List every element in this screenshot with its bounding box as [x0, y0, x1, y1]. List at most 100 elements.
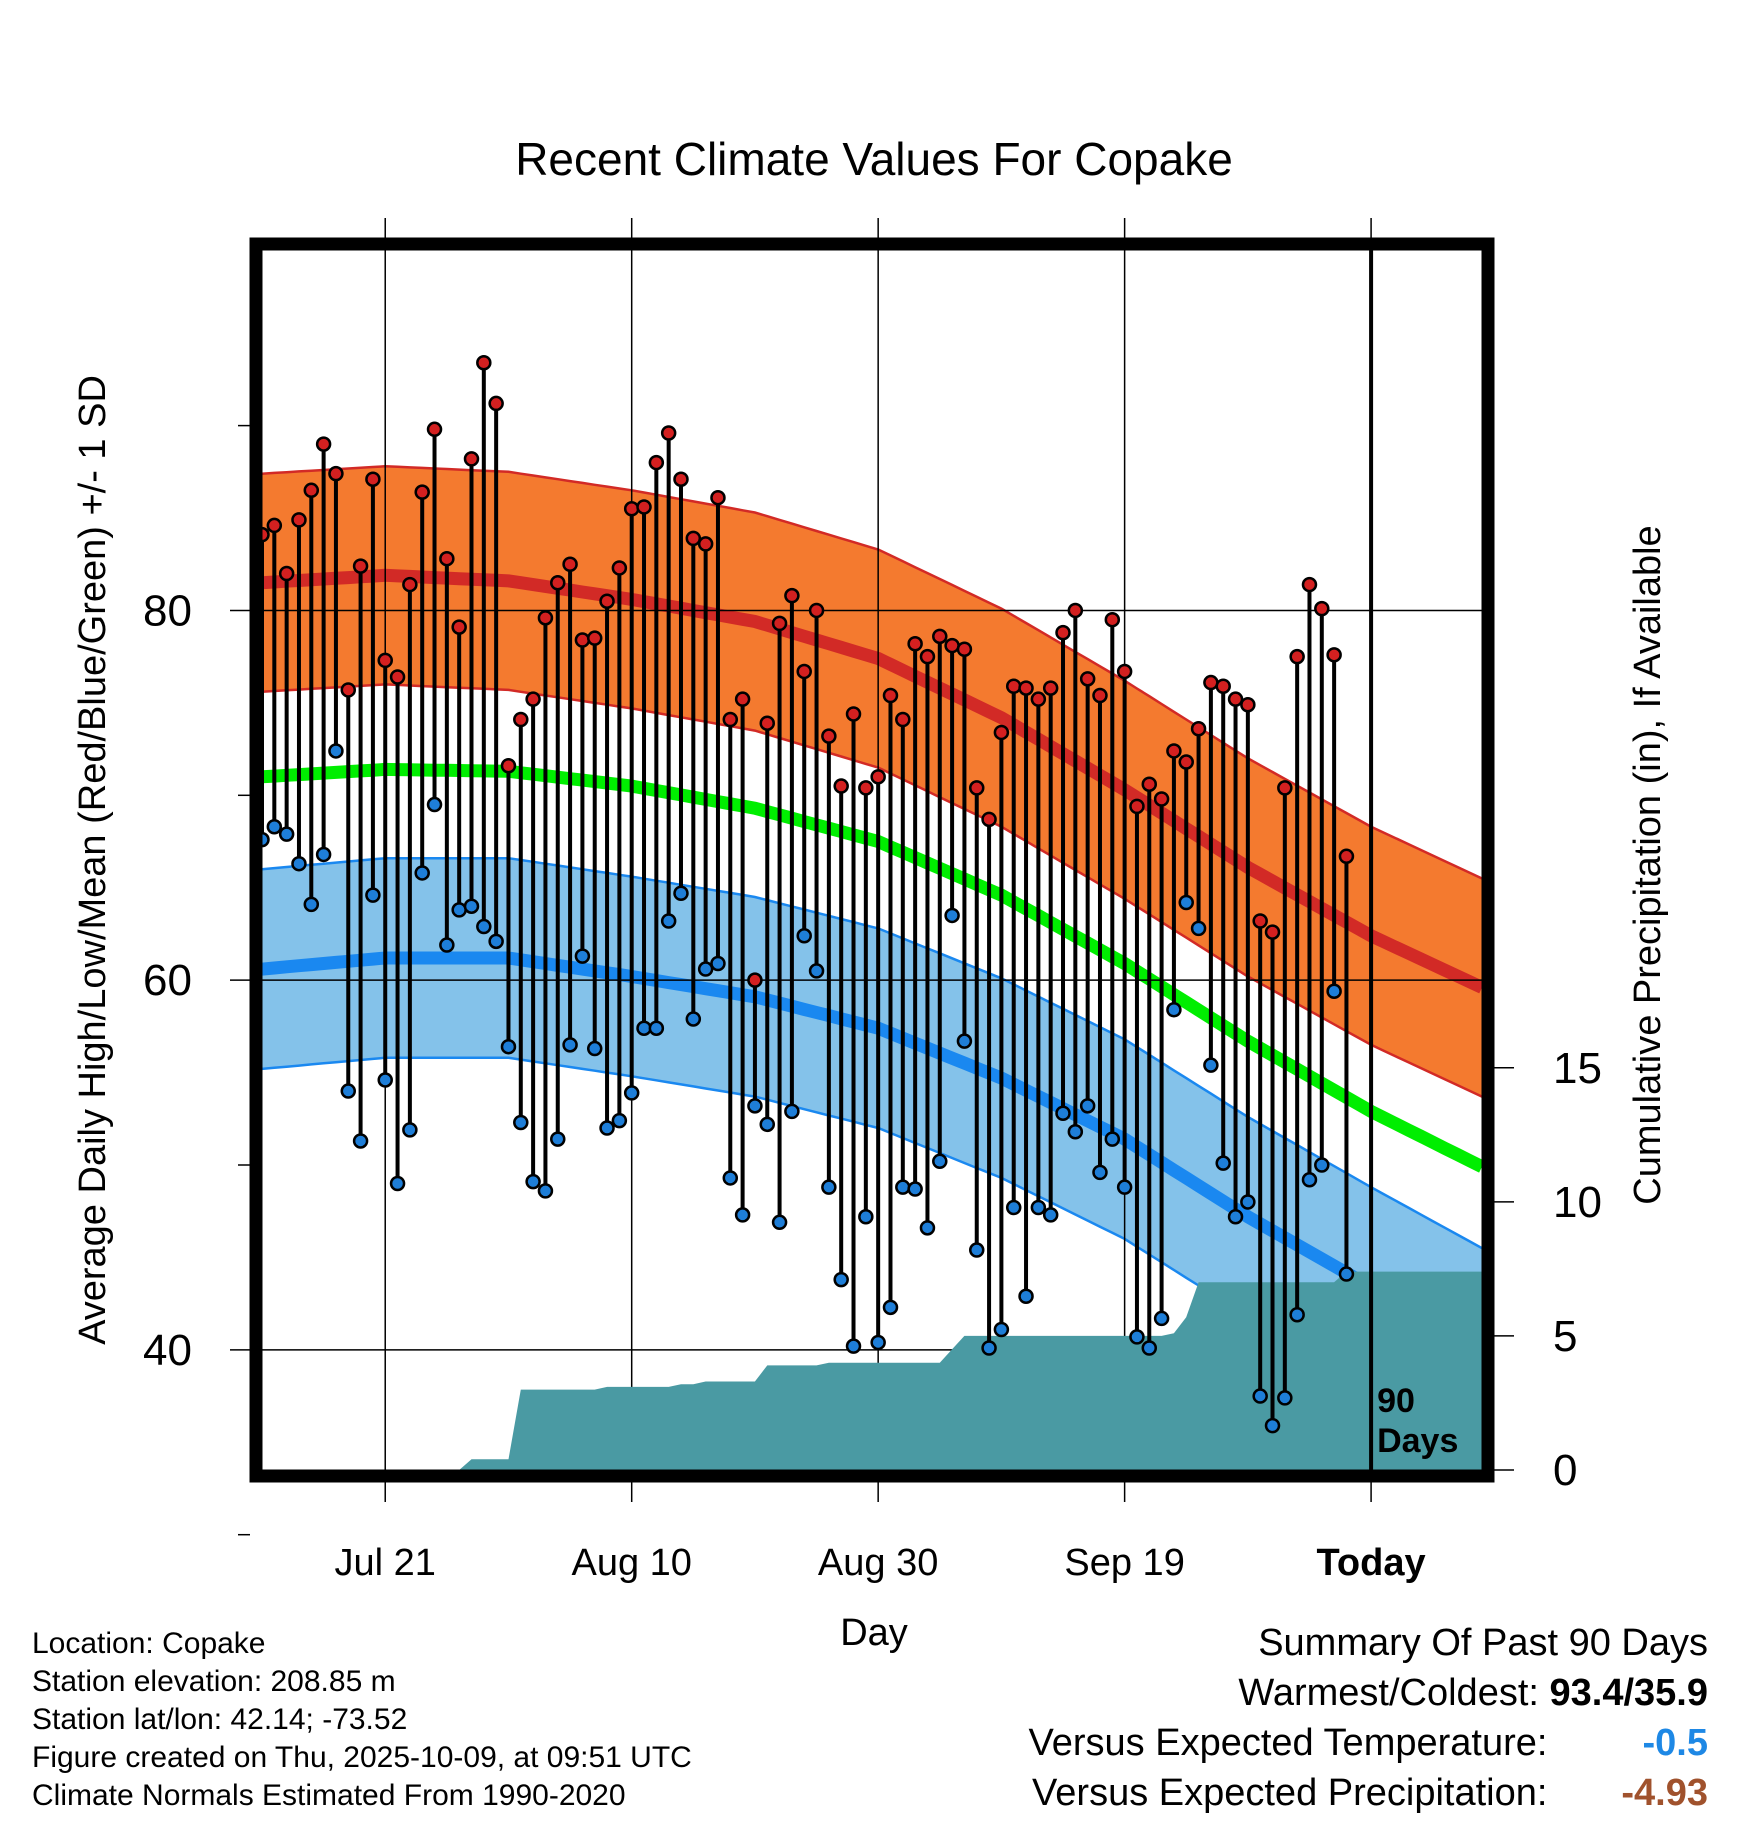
daily-high-point — [1055, 624, 1071, 641]
daily-high-point — [697, 536, 714, 552]
y-tick-label: 40 — [143, 1326, 192, 1375]
x-tick-label: Sep 19 — [1064, 1542, 1184, 1584]
daily-low-point — [389, 1175, 406, 1192]
daily-low-point — [1301, 1172, 1318, 1188]
daily-low-point — [451, 902, 467, 918]
daily-low-point — [636, 1020, 652, 1036]
daily-high-point — [611, 560, 628, 576]
daily-high-point — [1338, 848, 1355, 865]
daily-high-point — [660, 425, 677, 441]
daily-low-point — [968, 1242, 985, 1258]
daily-low-point — [932, 1153, 948, 1170]
daily-high-point — [1178, 754, 1194, 770]
normal-mean-line — [262, 762, 1482, 1173]
daily-low-point — [1166, 1001, 1182, 1018]
daily-high-point — [993, 724, 1010, 741]
today-label-90: 90 — [1377, 1382, 1415, 1420]
info-created: Figure created on Thu, 2025-10-09, at 09… — [32, 1741, 692, 1774]
daily-low-point — [833, 1271, 849, 1288]
daily-low-point — [611, 1112, 628, 1129]
daily-low-point — [623, 1085, 640, 1101]
daily-high-point — [759, 715, 776, 731]
precip-label: Versus Expected Precipitation: — [1032, 1772, 1548, 1814]
daily-low-point — [525, 1173, 541, 1190]
y-tick-label: 60 — [143, 956, 192, 1005]
daily-low-point — [895, 1179, 911, 1195]
warm-cold-label: Warmest/Coldest: — [1238, 1672, 1539, 1714]
daily-high-point — [1116, 663, 1133, 680]
daily-low-point — [870, 1334, 886, 1351]
info-latlon: Station lat/lon: 42.14; -73.52 — [32, 1703, 408, 1736]
y2-axis-label: Cumulative Precipitation (in), If Availa… — [1627, 525, 1669, 1204]
daily-low-point — [784, 1103, 800, 1120]
daily-high-point — [956, 641, 973, 658]
daily-low-point — [685, 1011, 702, 1027]
daily-high-point — [1277, 780, 1293, 796]
summary-precip: Versus Expected Precipitation: -4.93 — [1029, 1768, 1708, 1818]
daily-low-point — [1178, 894, 1194, 911]
daily-high-point — [1104, 611, 1121, 628]
daily-high-point — [328, 465, 344, 482]
y-tick-label: 80 — [143, 586, 192, 635]
daily-high-point — [1326, 647, 1342, 663]
daily-high-point — [981, 811, 997, 828]
daily-high-point — [747, 972, 763, 988]
x-tick-label: Aug 10 — [571, 1542, 691, 1584]
temp-value: -0.5 — [1642, 1722, 1708, 1764]
daily-low-point — [660, 913, 677, 929]
daily-high-point — [1141, 776, 1158, 792]
temp-label: Versus Expected Temperature: — [1028, 1722, 1548, 1764]
daily-low-point — [402, 1122, 418, 1138]
daily-low-point — [1079, 1098, 1096, 1114]
x-tick-label: Today — [1317, 1542, 1426, 1584]
daily-low-point — [1326, 983, 1342, 999]
daily-low-point — [1338, 1266, 1355, 1282]
daily-high-point — [500, 757, 517, 774]
daily-high-point — [648, 454, 665, 471]
daily-high-point — [845, 706, 862, 722]
daily-low-point — [1104, 1131, 1121, 1147]
plot-frame — [249, 237, 1495, 1483]
daily-high-point — [808, 602, 825, 619]
daily-high-point — [1215, 678, 1231, 694]
daily-high-point — [870, 769, 886, 785]
daily-low-point — [1227, 1209, 1244, 1225]
daily-high-point — [1018, 680, 1034, 696]
daily-low-point — [315, 846, 332, 863]
daily-low-point — [673, 885, 689, 902]
daily-low-point — [328, 743, 344, 759]
daily-low-point — [537, 1183, 554, 1199]
daily-low-point — [808, 963, 825, 979]
daily-low-point — [845, 1338, 862, 1354]
daily-low-point — [771, 1214, 788, 1231]
daily-low-point — [513, 1114, 529, 1131]
daily-high-point — [919, 648, 936, 665]
y2-tick-label: 15 — [1553, 1044, 1602, 1093]
daily-low-point — [377, 1072, 393, 1088]
normal-high-line — [262, 568, 1482, 994]
daily-high-point — [1030, 691, 1047, 707]
daily-low-point — [1005, 1199, 1022, 1216]
daily-low-point — [710, 955, 726, 972]
daily-low-point — [500, 1038, 517, 1055]
daily-low-point — [1055, 1105, 1071, 1121]
summary-temp: Versus Expected Temperature: -0.5 — [1029, 1718, 1708, 1768]
daily-low-point — [463, 898, 480, 914]
daily-low-point — [1215, 1155, 1231, 1171]
high-sd-band — [262, 466, 1482, 1097]
daily-high-point — [907, 635, 923, 652]
daily-low-point — [340, 1083, 357, 1099]
daily-low-point — [550, 1131, 566, 1147]
daily-high-point — [1067, 602, 1084, 619]
daily-low-point — [586, 1040, 603, 1057]
daily-high-point — [968, 780, 985, 796]
daily-low-point — [1092, 1164, 1108, 1181]
daily-high-point — [476, 355, 492, 371]
daily-low-point — [993, 1321, 1010, 1338]
daily-high-point — [1092, 687, 1108, 704]
daily-low-point — [882, 1299, 899, 1316]
daily-low-point — [291, 855, 307, 872]
summary-title: Summary Of Past 90 Days — [1258, 1622, 1708, 1664]
daily-high-point — [895, 711, 911, 728]
daily-low-point — [648, 1020, 665, 1036]
